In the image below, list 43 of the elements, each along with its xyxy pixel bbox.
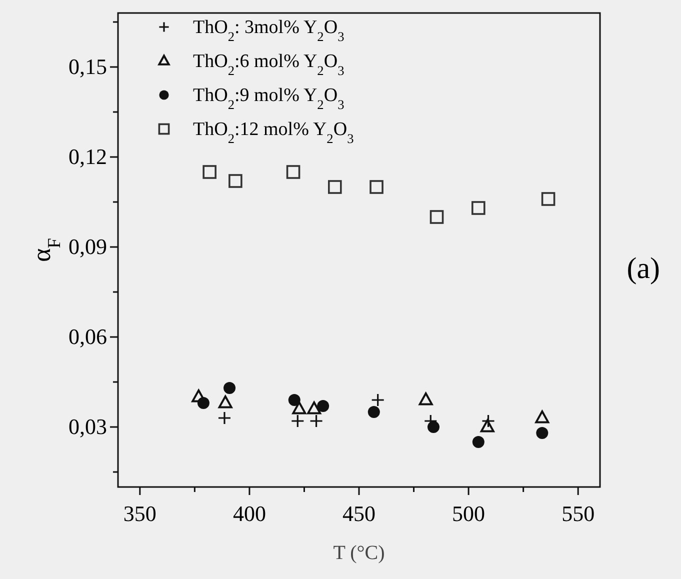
legend-label: ThO$_{2}$:9 mol% Y$_{2}$O$_{3}$ [193, 85, 345, 112]
point [197, 397, 210, 409]
x-tick-label: 500 [452, 501, 486, 526]
point [290, 414, 304, 428]
point [328, 180, 342, 194]
point [286, 165, 300, 179]
point [481, 414, 496, 428]
point [427, 421, 440, 433]
point [536, 427, 548, 439]
point [307, 401, 322, 414]
text: (a) [626, 252, 660, 285]
point [228, 174, 242, 188]
point [418, 392, 433, 406]
point [541, 192, 556, 206]
y-tick-label: 0,12 [68, 144, 107, 169]
y-tick-label: 0,15 [68, 54, 107, 79]
point [472, 436, 484, 448]
point [370, 180, 384, 194]
y-tick-label: 0,06 [68, 324, 107, 349]
point [224, 382, 236, 394]
point [472, 201, 486, 215]
point [430, 210, 444, 224]
y-tick-label: 0,09 [68, 234, 107, 259]
point [368, 406, 380, 418]
x-tick-label: 550 [562, 501, 595, 526]
point [535, 410, 550, 424]
x-tick-label: 450 [342, 501, 376, 526]
x-tick-label: 350 [123, 501, 156, 526]
point [317, 400, 330, 412]
legend-label: ThO$_{2}$:12 mol% Y$_{2}$O$_{3}$ [193, 119, 354, 146]
point [309, 414, 324, 428]
point [292, 401, 306, 414]
y-tick-label: 0,03 [68, 414, 107, 439]
point [480, 419, 494, 432]
x-axis-title: T (°C) [333, 542, 385, 564]
point [218, 395, 232, 408]
point [218, 411, 232, 425]
point [202, 165, 216, 179]
point [371, 393, 385, 407]
x-tick-label: 400 [232, 501, 266, 526]
legend-label: ThO$_{2}$: 3mol% Y$_{2}$O$_{3}$ [193, 17, 345, 44]
legend-label: ThO$_{2}$:6 mol% Y$_{2}$O$_{3}$ [193, 51, 345, 78]
point [288, 394, 300, 406]
